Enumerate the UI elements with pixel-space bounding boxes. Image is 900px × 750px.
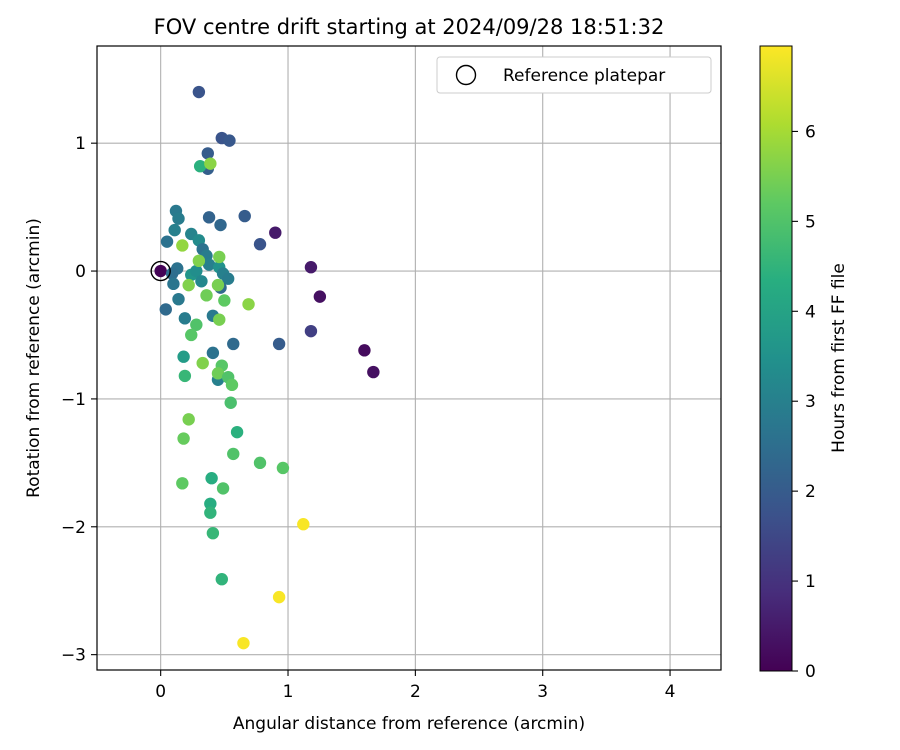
reference-marker-group	[150, 260, 171, 282]
data-point	[269, 226, 282, 239]
data-point	[242, 298, 255, 311]
x-axis-title: Angular distance from reference (arcmin)	[233, 714, 585, 734]
y-tick-label: −1	[61, 390, 86, 410]
data-point	[227, 337, 240, 351]
data-point	[221, 272, 235, 285]
legend-box	[436, 56, 712, 94]
data-point	[202, 211, 216, 224]
x-tick-label: 0	[155, 682, 166, 702]
data-point	[313, 290, 327, 303]
data-point	[182, 278, 195, 292]
data-point	[202, 258, 216, 271]
data-point	[193, 159, 207, 173]
data-point	[223, 134, 236, 147]
chart-title: FOV centre drift starting at 2024/09/28 …	[154, 15, 665, 39]
x-tick-label: 2	[410, 682, 421, 702]
data-point	[304, 324, 318, 338]
colorbar-tick-label: 1	[805, 572, 816, 592]
data-point	[200, 289, 213, 302]
data-point	[213, 313, 226, 326]
data-point	[276, 461, 290, 475]
data-point	[218, 294, 231, 307]
colorbar-gradient	[759, 45, 793, 672]
data-point	[205, 471, 218, 485]
data-point	[358, 344, 371, 357]
y-axis-title: Rotation from reference (arcmin)	[24, 218, 44, 498]
data-point	[211, 367, 225, 380]
y-tick-label: −3	[61, 646, 86, 666]
x-tick-label: 3	[537, 682, 548, 702]
data-point	[230, 425, 244, 439]
legend-reference-marker	[455, 64, 477, 86]
data-point	[204, 157, 217, 170]
colorbar: 0 1 2 3 4 5 6 Hours from first FF file	[759, 45, 849, 682]
data-point	[159, 303, 172, 316]
plot-frame	[96, 45, 722, 671]
data-point	[211, 278, 225, 292]
data-points	[154, 85, 380, 650]
data-point	[160, 235, 174, 248]
data-point	[224, 396, 237, 409]
data-point	[272, 590, 286, 604]
data-point	[297, 518, 310, 531]
data-point	[304, 261, 318, 274]
data-point	[206, 346, 220, 360]
colorbar-tick-label: 0	[805, 662, 816, 682]
colorbar-tick-label: 4	[805, 302, 816, 322]
data-point	[253, 456, 267, 470]
data-point	[253, 237, 267, 251]
plot-area	[97, 46, 721, 670]
data-point	[204, 497, 217, 510]
colorbar-tick-label: 3	[805, 392, 816, 412]
data-point	[227, 447, 240, 461]
data-point	[225, 378, 239, 392]
colorbar-tick-label: 5	[805, 212, 816, 232]
colorbar-tick-label: 2	[805, 482, 816, 502]
reference-marker	[150, 260, 171, 282]
colorbar-title: Hours from first FF file	[829, 263, 849, 453]
data-point	[192, 85, 206, 99]
colorbar-ticks: 0 1 2 3 4 5 6	[792, 122, 816, 682]
data-point	[178, 312, 192, 325]
data-point	[272, 337, 286, 351]
x-tick-label: 1	[283, 682, 294, 702]
data-point	[367, 365, 380, 379]
data-point	[192, 254, 206, 268]
data-point	[190, 318, 203, 331]
data-point	[216, 482, 230, 495]
data-point	[195, 275, 208, 288]
data-point	[172, 292, 185, 306]
data-point	[206, 526, 220, 540]
data-point	[196, 356, 209, 370]
data-point	[177, 432, 190, 445]
axes-ticks: 0 1 2 3 4 −3 −2 −1 0 1	[61, 134, 676, 702]
data-point	[177, 350, 190, 363]
data-point	[213, 250, 226, 264]
y-tick-label: 1	[75, 134, 86, 154]
data-point	[178, 369, 192, 383]
y-tick-label: 0	[75, 262, 86, 282]
data-point	[190, 264, 203, 278]
data-point	[172, 212, 185, 225]
data-point	[167, 277, 180, 291]
data-point	[182, 413, 195, 426]
data-point	[237, 636, 250, 650]
data-point	[168, 223, 181, 237]
x-tick-label: 4	[665, 682, 676, 702]
data-point	[185, 328, 198, 342]
data-point	[154, 264, 167, 278]
data-point	[201, 147, 214, 160]
data-point	[238, 209, 251, 223]
data-point	[176, 477, 189, 490]
colorbar-tick-label: 6	[805, 122, 816, 142]
data-point	[176, 239, 189, 252]
legend-label: Reference platepar	[503, 66, 665, 86]
data-point	[215, 573, 228, 586]
legend: Reference platepar	[436, 56, 712, 94]
y-tick-label: −2	[61, 518, 86, 538]
data-point	[204, 506, 217, 519]
data-point	[214, 218, 227, 232]
